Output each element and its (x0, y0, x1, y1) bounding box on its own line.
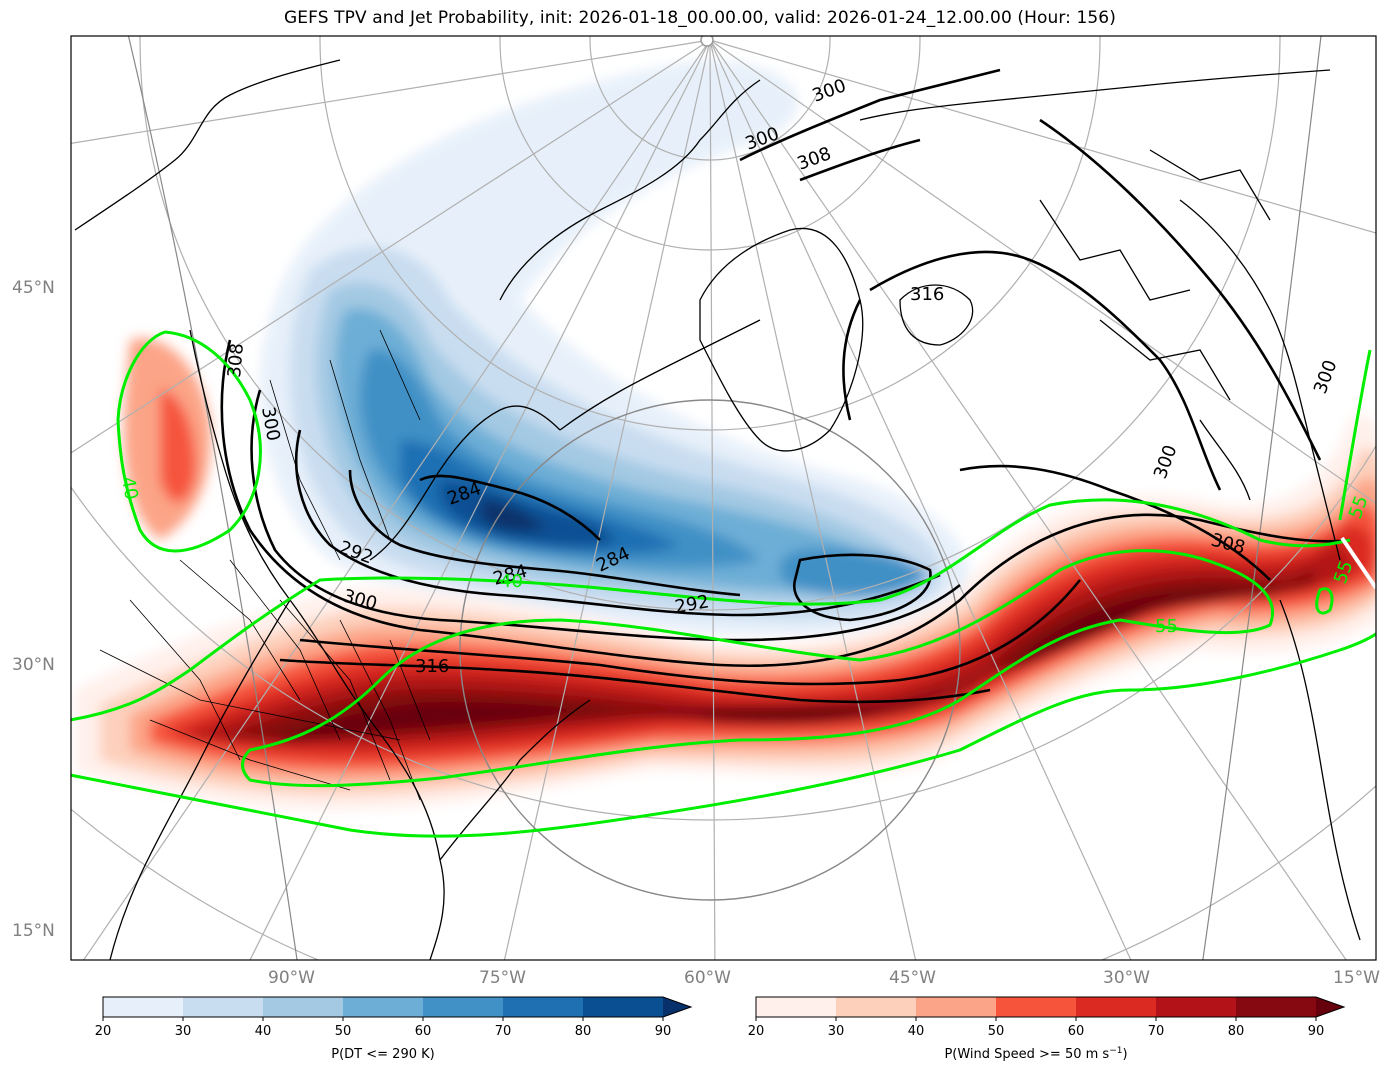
colorbar-jet-tick-label: 40 (908, 1024, 925, 1039)
jet-label-40-west: 40 (117, 475, 142, 501)
colorbar-tpv-swatch (503, 997, 583, 1017)
contour-label-316-jet: 316 (415, 656, 449, 677)
lat-label-15n: 15°N (12, 921, 55, 941)
colorbar-jet-tick-label: 80 (1228, 1024, 1245, 1039)
colorbar-tpv-tick-label: 30 (175, 1024, 192, 1039)
colorbar-jet-tick-label: 20 (748, 1024, 765, 1039)
contour-label-300-se: 300 (1150, 442, 1181, 481)
colorbar-tpv-swatch (103, 997, 183, 1017)
colorbar-tpv-swatch (183, 997, 263, 1017)
colorbar-jet-tick-label: 70 (1148, 1024, 1165, 1039)
jet-contours (71, 330, 1376, 838)
colorbar-tpv-tick-label: 90 (655, 1024, 672, 1039)
colorbar-tpv-label: P(DT <= 290 K) (331, 1047, 434, 1062)
colorbar-tpv-tick-label: 60 (415, 1024, 432, 1039)
colorbar-jet-swatch (756, 997, 836, 1017)
colorbar-jet-outline (755, 996, 1346, 1018)
colorbar-jet-extend-arrow (1316, 997, 1344, 1017)
dateline-marker (1340, 536, 1376, 590)
colorbar-tpv-extend-arrow (663, 997, 691, 1017)
jet-probability-field (75, 338, 1376, 810)
jet-label-40-mid: 40 (500, 571, 523, 592)
lat-label-45n: 45°N (12, 278, 55, 298)
theta-contours (220, 68, 1351, 704)
colorbar-tpv-tick-label: 20 (95, 1024, 112, 1039)
colorbar-jet-label-superscript: −1 (1109, 1046, 1122, 1056)
colorbar-jet-swatch (1236, 997, 1316, 1017)
colorbar-tpv-tick-label: 70 (495, 1024, 512, 1039)
colorbar-tpv-tick-label: 80 (575, 1024, 592, 1039)
colorbar-jet: 20 30 40 50 60 70 80 90 P(Wind Speed >= 50 m s−1… (748, 996, 1346, 1062)
state-borders (99, 329, 431, 801)
colorbar-jet-tick-label: 60 (1068, 1024, 1085, 1039)
colorbar-jet-label: P(Wind Speed >= 50 m s−1) (944, 1046, 1127, 1062)
colorbar-tpv-swatch (423, 997, 503, 1017)
colorbar-jet-swatch (1076, 997, 1156, 1017)
colorbar-tpv-swatch (263, 997, 343, 1017)
colorbar-jet-tick-label: 30 (828, 1024, 845, 1039)
pole-marker (700, 36, 714, 47)
graticule (71, 36, 1376, 960)
contour-label-308-west: 308 (224, 342, 248, 378)
colorbar-tpv-tick-label: 50 (335, 1024, 352, 1039)
map-frame (70, 35, 1377, 961)
contour-label-300-north: 300 (810, 75, 849, 106)
lon-label-90w: 90°W (268, 968, 315, 988)
colorbar-jet-tick-label: 90 (1308, 1024, 1325, 1039)
colorbar-tpv-tick-label: 40 (255, 1024, 272, 1039)
colorbar-tpv-outline (102, 996, 693, 1018)
contour-label-300-ne: 300 (1310, 357, 1341, 396)
lon-label-75w: 75°W (479, 968, 526, 988)
lon-label-30w: 30°W (1103, 968, 1150, 988)
lon-label-45w: 45°W (889, 968, 936, 988)
colorbar-jet-swatch (916, 997, 996, 1017)
tpv-probability-field (260, 60, 970, 636)
colorbar-tpv-swatch (343, 997, 423, 1017)
colorbar-jet-tick-label: 50 (988, 1024, 1005, 1039)
jet-label-55-mid: 55 (1155, 616, 1178, 637)
map-title: GEFS TPV and Jet Probability, init: 2026… (284, 8, 1116, 28)
lon-label-15w: 15°W (1333, 968, 1380, 988)
colorbar-jet-swatch (836, 997, 916, 1017)
colorbar-tpv-swatch (583, 997, 663, 1017)
colorbar-jet-label-end: ) (1122, 1047, 1127, 1062)
colorbar-tpv: 20 30 40 50 60 70 80 90 P(DT <= 290 K) (95, 996, 693, 1062)
colorbar-jet-swatch (996, 997, 1076, 1017)
contour-label-316-east: 316 (910, 284, 944, 305)
lat-label-30n: 30°N (12, 655, 55, 675)
lon-label-60w: 60°W (684, 968, 731, 988)
colorbar-jet-swatch (1156, 997, 1236, 1017)
